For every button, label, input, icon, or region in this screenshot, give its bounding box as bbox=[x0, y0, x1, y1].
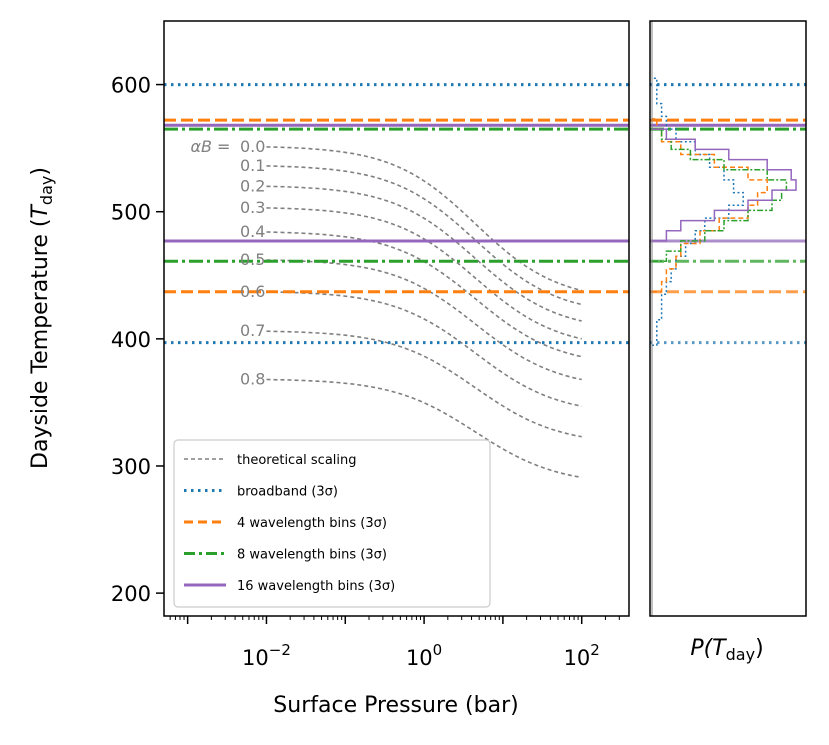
theoretical-curve-0.3 bbox=[266, 207, 582, 340]
side-x-label-sub: day bbox=[726, 645, 755, 664]
side-x-label-suffix: ) bbox=[755, 636, 764, 661]
x-tick-base: 10 bbox=[406, 646, 433, 670]
x-tick-exponent: −2 bbox=[269, 641, 291, 659]
x-tick-exponent: 0 bbox=[433, 641, 443, 659]
x-axis: 10−2 100 102 bbox=[169, 616, 620, 670]
theoretical-curve-0.2 bbox=[266, 185, 582, 322]
y-tick-label-300: 300 bbox=[111, 455, 151, 479]
x-tick-label-0: 100 bbox=[406, 641, 442, 670]
histogram-16-wavelength-bins bbox=[652, 128, 797, 242]
curve-label-0.6: 0.6 bbox=[240, 282, 265, 301]
y-axis: 200 300 400 500 600 bbox=[111, 74, 164, 606]
theoretical-curve-0.8 bbox=[266, 378, 582, 479]
legend-label-4: 16 wavelength bins (3σ) bbox=[237, 579, 395, 594]
curve-label-0.5: 0.5 bbox=[240, 250, 265, 269]
x-tick-label--2: 10−2 bbox=[242, 641, 291, 670]
theoretical-curve-0.4 bbox=[266, 231, 582, 358]
y-axis-label-suffix: ) bbox=[28, 167, 53, 176]
side-frame bbox=[649, 20, 807, 617]
curve-label-0.3: 0.3 bbox=[240, 198, 265, 217]
legend: theoretical scaling broadband (3σ) 4 wavel… bbox=[173, 439, 491, 608]
x-tick-label-2: 102 bbox=[564, 641, 600, 670]
y-tick-label-500: 500 bbox=[111, 201, 151, 225]
y-tick-label-400: 400 bbox=[111, 328, 151, 352]
side-plot-area bbox=[650, 21, 806, 616]
y-tick-label-600: 600 bbox=[111, 74, 151, 98]
y-axis-label-var: T bbox=[28, 204, 53, 219]
histogram-4-wavelength-bins bbox=[652, 118, 768, 293]
side-x-label-var: P(T bbox=[690, 636, 727, 661]
theoretical-curve-0.1 bbox=[266, 165, 582, 306]
main-plot-area bbox=[164, 83, 629, 479]
legend-box bbox=[173, 439, 491, 608]
x-tick-exponent: 2 bbox=[590, 641, 600, 659]
legend-label-3: 8 wavelength bins (3σ) bbox=[237, 548, 387, 563]
x-tick-base: 10 bbox=[242, 646, 269, 670]
curve-label-0.0: 0.0 bbox=[240, 137, 265, 156]
curve-label-0.2: 0.2 bbox=[240, 176, 265, 195]
y-axis-label-prefix: Dayside Temperature ( bbox=[28, 219, 53, 469]
x-tick-base: 10 bbox=[564, 646, 591, 670]
curve-label-0.1: 0.1 bbox=[240, 156, 265, 175]
y-tick-label-200: 200 bbox=[111, 582, 151, 606]
legend-label-2: 4 wavelength bins (3σ) bbox=[237, 516, 387, 531]
curve-label-0.7: 0.7 bbox=[240, 321, 265, 340]
side-x-axis-label: P(Tday) bbox=[690, 636, 763, 664]
y-axis-label-sub: day bbox=[37, 176, 56, 205]
main-frame bbox=[163, 20, 630, 617]
x-axis-label: Surface Pressure (bar) bbox=[273, 693, 518, 718]
histogram-broadband bbox=[652, 77, 744, 346]
curve-label-prefix: αB = bbox=[190, 137, 230, 156]
curve-label-0.4: 0.4 bbox=[240, 222, 265, 241]
histogram-8-wavelength-bins bbox=[652, 128, 788, 263]
side-panel: P(Tday) bbox=[649, 20, 807, 664]
curve-label-0.8: 0.8 bbox=[240, 370, 265, 389]
theoretical-curve-0.6 bbox=[266, 291, 582, 407]
y-axis-label: Dayside Temperature (Tday) bbox=[28, 167, 56, 469]
legend-label-1: broadband (3σ) bbox=[237, 485, 338, 500]
theoretical-curve-0.0 bbox=[266, 146, 582, 292]
theoretical-curve-0.7 bbox=[266, 330, 582, 438]
legend-label-0: theoretical scaling bbox=[237, 453, 357, 468]
